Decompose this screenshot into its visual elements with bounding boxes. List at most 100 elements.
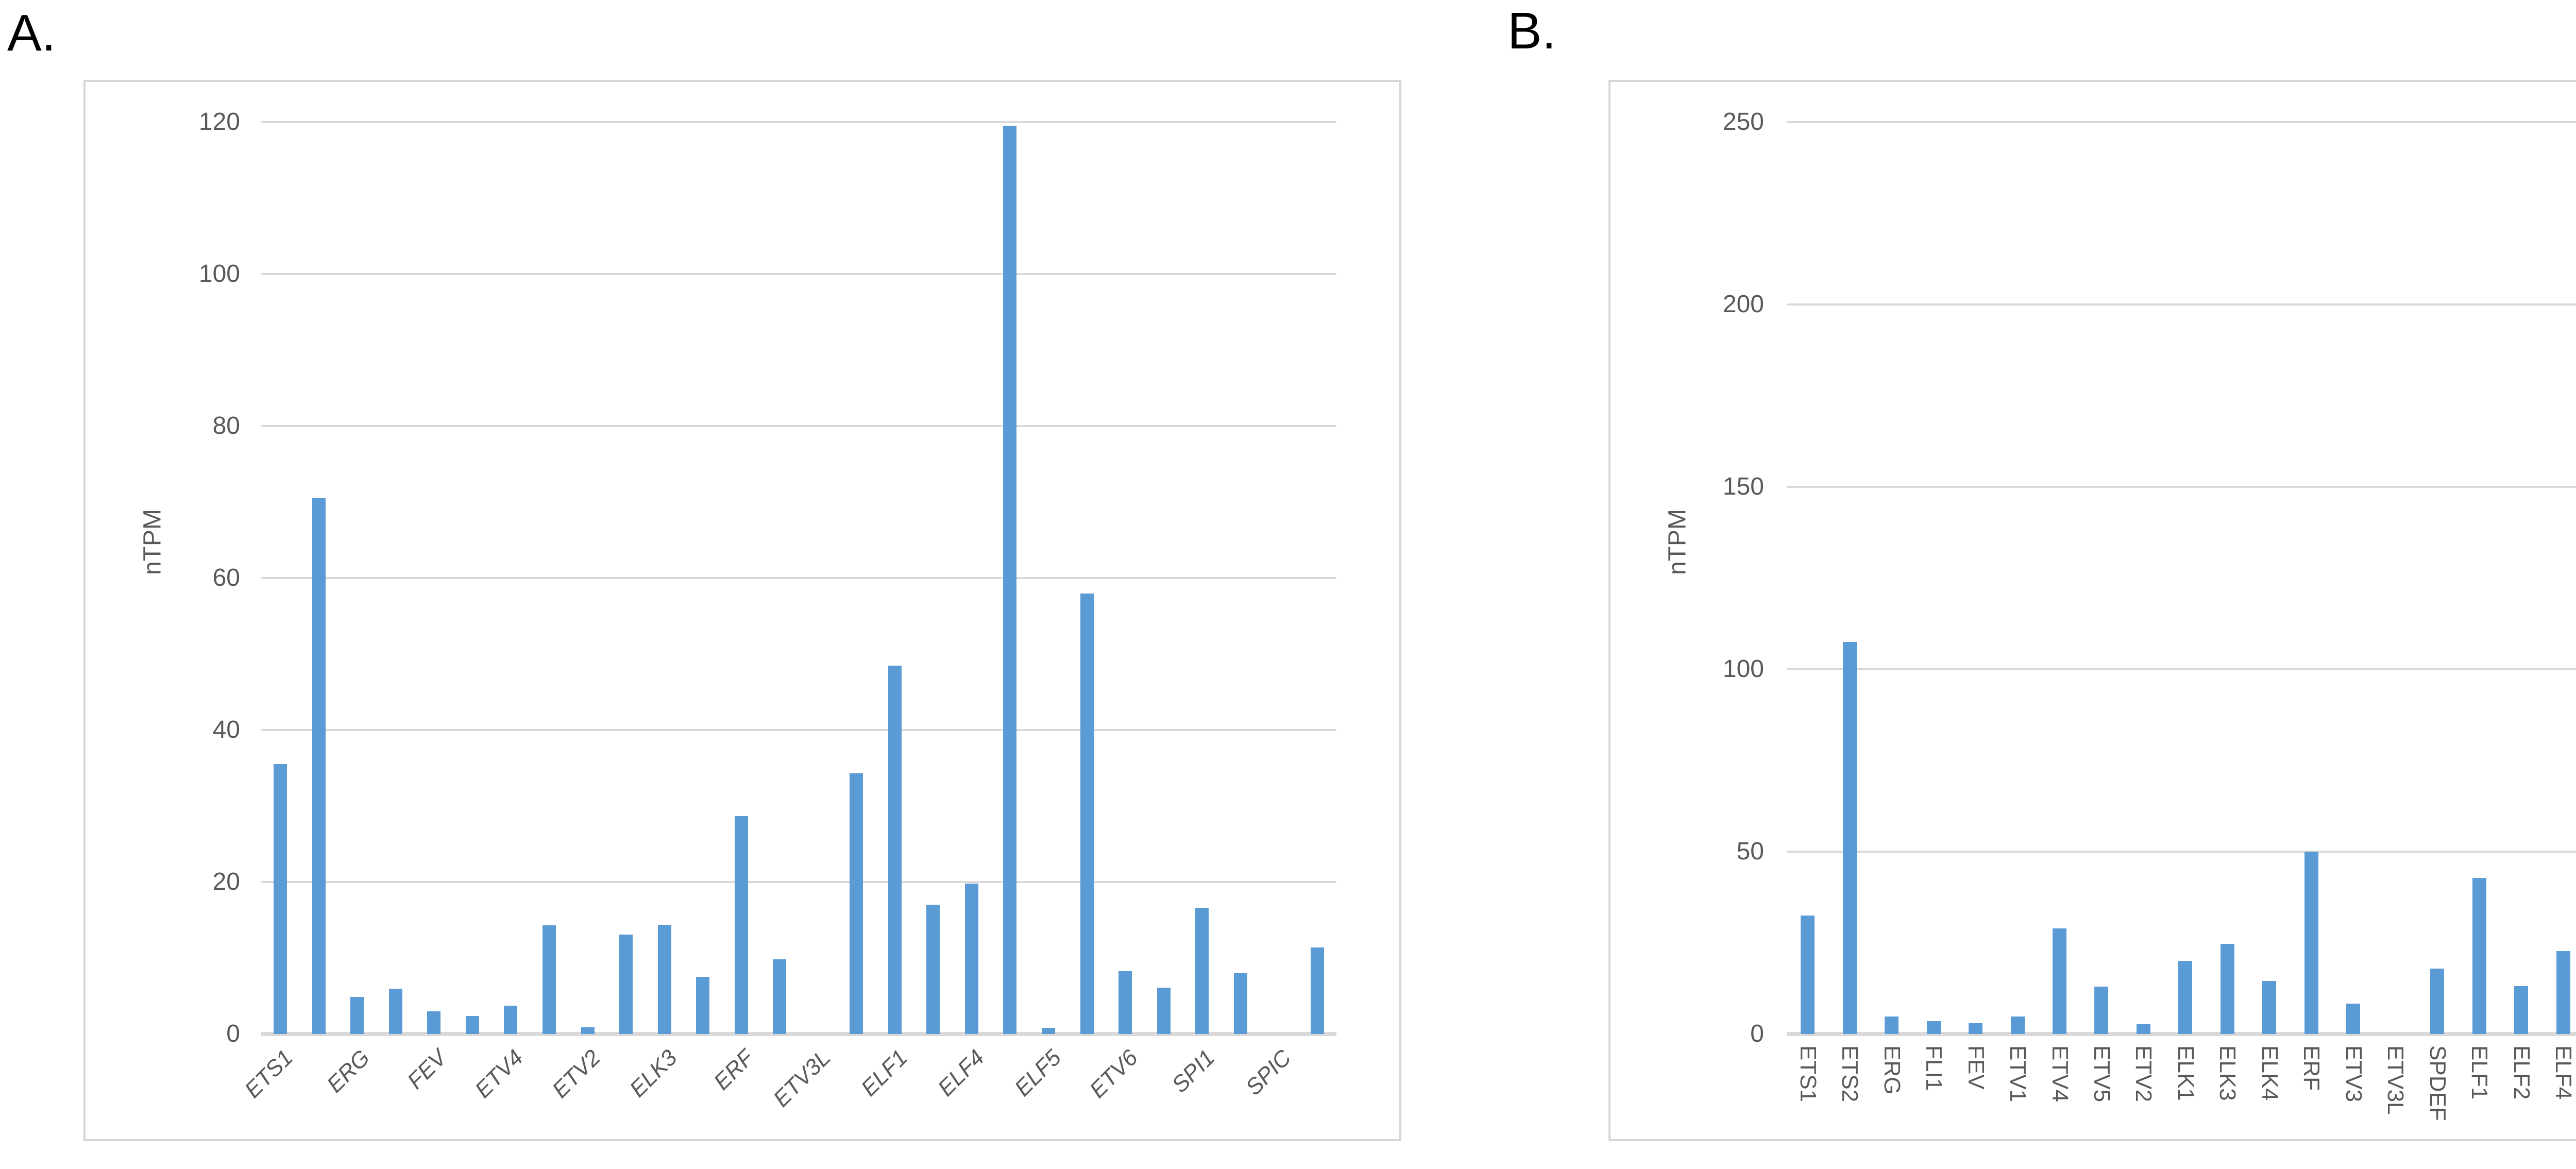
bar-ELK4: [696, 977, 710, 1034]
bar-ETV4: [504, 1006, 518, 1034]
bar-ELK1: [2178, 961, 2193, 1034]
gridline-80: [261, 425, 1336, 427]
y-axis-title: nTPM: [1664, 509, 1691, 575]
bar-ETV1: [465, 1015, 479, 1034]
bar-ETV6: [1118, 971, 1132, 1034]
bar-ETV5: [543, 925, 556, 1034]
x-tick-label-ELK3: ELK3: [2215, 1045, 2241, 1101]
bar-EHF: [1080, 593, 1094, 1034]
x-tick-label-SPIC: SPIC: [1241, 1045, 1297, 1100]
bar-ERG: [1885, 1016, 1899, 1034]
gridline-20: [261, 881, 1336, 883]
bar-ETS1: [274, 764, 287, 1034]
y-axis-title: nTPM: [139, 509, 166, 575]
bar-ELK4: [2262, 980, 2277, 1034]
bar-SPIB: [1233, 973, 1247, 1034]
x-tick-label-ETS2: ETS2: [1837, 1045, 1863, 1103]
bar-ELF2: [926, 905, 940, 1034]
bar-FEV: [427, 1011, 441, 1034]
x-tick-label-ERF: ERF: [2299, 1045, 2325, 1091]
x-tick-label-ETV3L: ETV3L: [768, 1045, 836, 1112]
bar-ELF1: [888, 665, 902, 1034]
bar-ETV2: [2136, 1024, 2150, 1034]
bar-ELK3: [657, 924, 671, 1034]
bar-SPI1: [1195, 908, 1209, 1034]
x-tick-label-ELF4: ELF4: [933, 1045, 989, 1102]
x-tick-label-ELF5: ELF5: [1009, 1045, 1066, 1102]
gridline-100: [261, 273, 1336, 275]
bar-ELF3: [1003, 126, 1017, 1034]
y-tick-label-60: 60: [212, 564, 240, 591]
x-tick-label-ETV4: ETV4: [470, 1045, 529, 1103]
x-tick-label-ETV5: ETV5: [2089, 1045, 2114, 1103]
x-axis-line: [261, 1032, 1336, 1036]
panel-label-a: A.: [7, 4, 56, 62]
x-tick-label-FEV: FEV: [1963, 1045, 1989, 1090]
y-tick-label-0: 0: [1750, 1020, 1764, 1047]
bar-ETV1: [2010, 1016, 2025, 1034]
bar-chart-panel-b: 0 50 100 150 200 250 nTPM ETS1 ETS2 ERG FLI1 FEV ETV…: [1608, 80, 2576, 1141]
bar-ELF2: [2514, 986, 2529, 1034]
bar-chart-panel-a: 0 20 40 60 80 100 120 nTPM ETS1 ERG FEV ETV4 ETV2 ELK…: [83, 80, 1401, 1141]
bar-ERF: [2304, 852, 2318, 1034]
bar-ETV2: [581, 1027, 595, 1034]
y-tick-label-200: 200: [1722, 291, 1764, 318]
gridline-250: [1787, 121, 2576, 123]
x-tick-label-ETV4: ETV4: [2047, 1045, 2073, 1103]
x-tick-label-ETS1: ETS1: [1795, 1045, 1821, 1103]
bar-ETS2: [1842, 641, 1857, 1034]
x-tick-label-ETV3: ETV3: [2341, 1045, 2366, 1103]
bar-ELF4: [964, 883, 978, 1034]
y-tick-label-20: 20: [212, 868, 240, 895]
y-tick-label-100: 100: [198, 260, 240, 287]
x-tick-label-ETV2: ETV2: [547, 1045, 605, 1103]
x-tick-label-ELK1: ELK1: [2173, 1045, 2198, 1101]
x-tick-label-ERF: ERF: [708, 1045, 759, 1095]
gridline-50: [1787, 851, 2576, 853]
x-tick-label-SPDEF: SPDEF: [2425, 1045, 2450, 1121]
y-tick-label-0: 0: [226, 1020, 240, 1047]
y-tick-label-80: 80: [212, 412, 240, 439]
bar-GABPA: [1310, 947, 1324, 1034]
x-tick-label-ELF4: ELF4: [2551, 1045, 2576, 1100]
x-tick-label-ETV6: ETV6: [1084, 1045, 1143, 1103]
bar-FLI1: [388, 988, 402, 1034]
x-tick-label-ELF1: ELF1: [2467, 1045, 2493, 1100]
bar-ETV5: [2094, 986, 2109, 1034]
x-tick-label-ERG: ERG: [322, 1045, 375, 1098]
gridline-120: [261, 121, 1336, 123]
x-tick-label-FLI1: FLI1: [1921, 1045, 1947, 1091]
x-tick-label-ELF1: ELF1: [856, 1045, 912, 1102]
bar-ETS1: [1801, 915, 1815, 1034]
bar-ELF5: [1041, 1028, 1055, 1034]
gridline-40: [261, 729, 1336, 731]
x-tick-label-ELF2: ELF2: [2509, 1045, 2534, 1100]
y-tick-label-150: 150: [1722, 473, 1764, 500]
y-tick-label-50: 50: [1736, 838, 1764, 865]
x-axis-line: [1787, 1032, 2576, 1036]
x-tick-label-ELK4: ELK4: [2257, 1045, 2282, 1101]
bar-ETV3: [773, 959, 787, 1034]
x-tick-label-FEV: FEV: [402, 1045, 452, 1094]
y-tick-label-100: 100: [1722, 655, 1764, 683]
y-tick-label-40: 40: [212, 716, 240, 743]
bar-ELK1: [619, 934, 633, 1034]
bar-ERG: [350, 996, 364, 1034]
x-tick-label-ETV3L: ETV3L: [2383, 1045, 2409, 1115]
bar-ELF4: [2556, 951, 2570, 1034]
bar-SPDEF: [850, 773, 863, 1034]
bar-SPDEF: [2430, 968, 2445, 1034]
bar-FLI1: [1926, 1021, 1941, 1034]
x-tick-label-ETS1: ETS1: [240, 1045, 298, 1103]
y-tick-label-250: 250: [1722, 108, 1764, 135]
x-tick-label-ETV1: ETV1: [2005, 1045, 2031, 1103]
gridline-200: [1787, 303, 2576, 306]
x-tick-label-ELK3: ELK3: [624, 1045, 682, 1103]
gridline-150: [1787, 486, 2576, 488]
gridline-100: [1787, 668, 2576, 670]
bar-ETV3: [2346, 1004, 2361, 1034]
bar-ELK3: [2220, 944, 2234, 1034]
y-tick-label-120: 120: [198, 108, 240, 135]
x-tick-label-ERG: ERG: [1879, 1045, 1905, 1095]
